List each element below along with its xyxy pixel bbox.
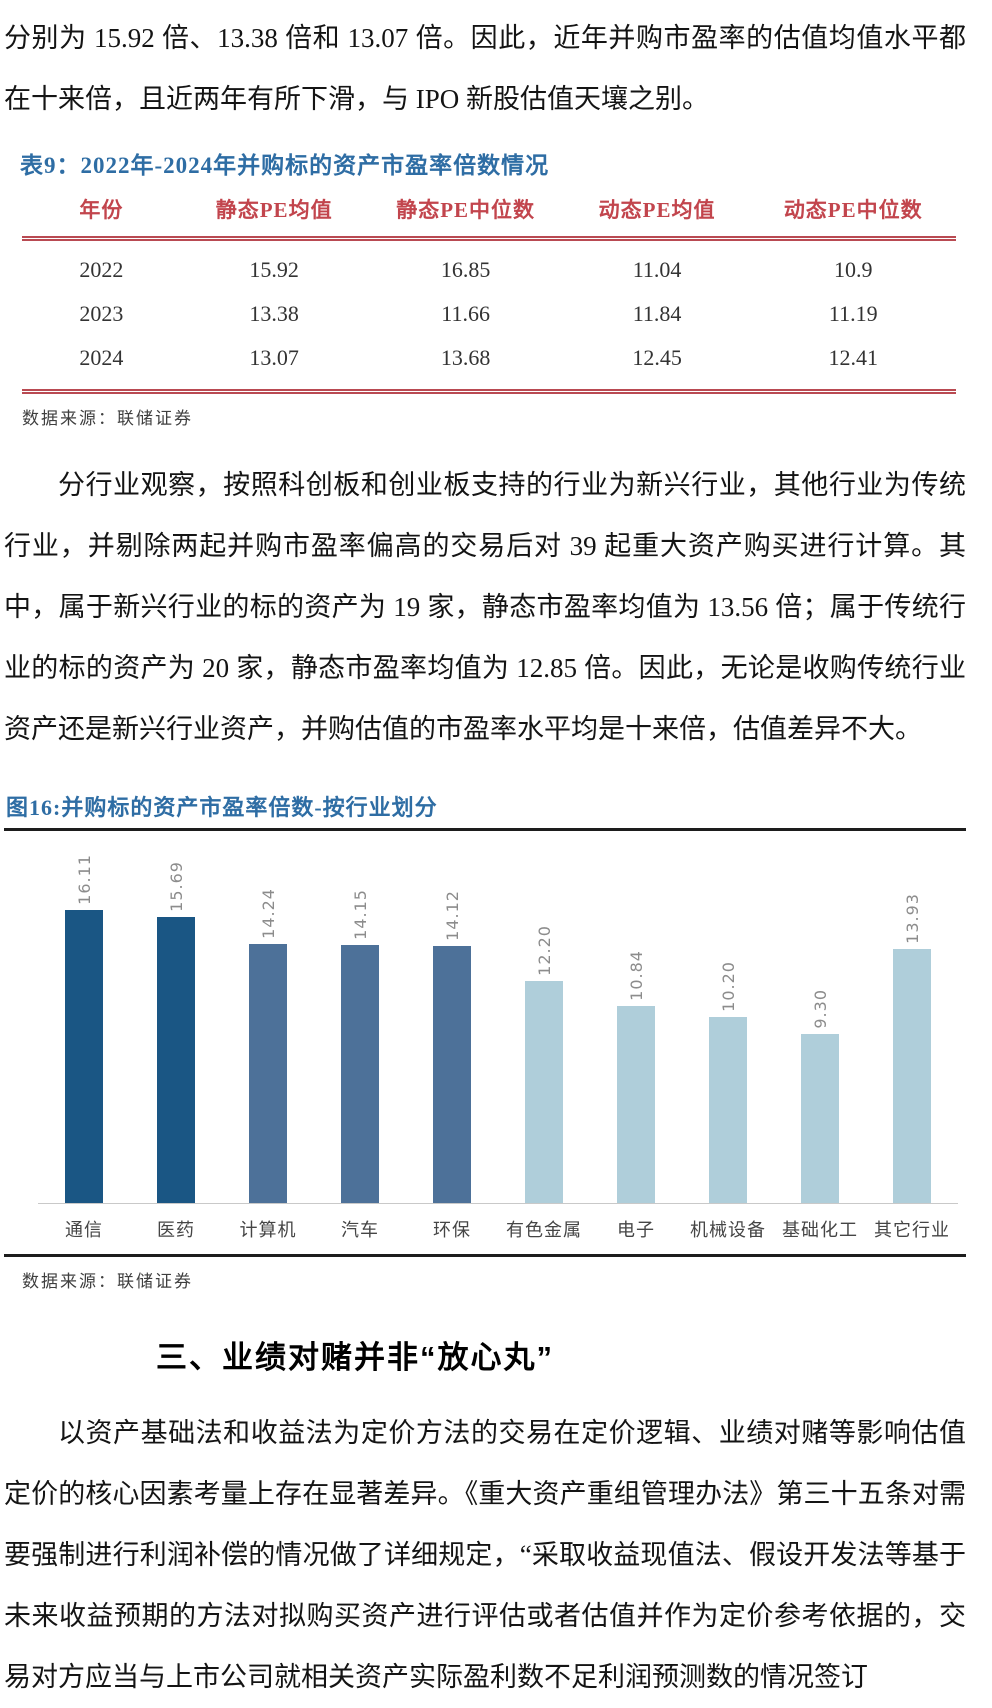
column-header: 静态PE均值 (215, 198, 333, 222)
bar (65, 910, 103, 1203)
figure-title: 图16:并购标的资产市盈率倍数-按行业划分 (6, 795, 438, 820)
bar-value-label: 14.15 (350, 889, 370, 940)
x-axis-label: 汽车 (341, 1220, 379, 1240)
bar (893, 949, 931, 1203)
x-axis-label: 电子 (617, 1220, 655, 1240)
figure-source: 数据来源：联储证券 (22, 1272, 193, 1291)
bar-group: 10.84 (590, 831, 682, 1203)
figure-top-rule (4, 828, 966, 831)
x-axis-labels: 通信 医药 计算机 汽车 环保 有色金属 电子 机械设备 基础化工 其它行业 (38, 1204, 958, 1242)
bar-group: 14.24 (222, 831, 314, 1203)
table-cell: 11.19 (828, 301, 878, 326)
figure-bottom-rule (4, 1254, 966, 1257)
table-cell: 12.41 (828, 345, 878, 370)
table-title: 表9：2022年-2024年并购标的资产市盈率倍数情况 (20, 153, 550, 178)
figure-block: 图16:并购标的资产市盈率倍数-按行业划分 16.11 15.69 14.24 14.… (4, 790, 966, 1292)
bar (433, 946, 471, 1203)
bar-value-label: 10.20 (718, 961, 738, 1012)
paragraph-industry-analysis: 分行业观察，按照科创板和创业板支持的行业为新兴行业，其他行业为传统行业，并剔除两… (4, 470, 966, 744)
bar-value-label: 13.93 (902, 893, 922, 944)
column-header: 年份 (79, 198, 124, 222)
x-axis-label: 通信 (65, 1220, 103, 1240)
column-header: 动态PE中位数 (783, 198, 923, 222)
table-cell: 13.68 (440, 345, 491, 370)
table-row: 2024 13.07 13.68 12.45 12.41 (22, 336, 956, 392)
x-axis-label: 基础化工 (782, 1220, 858, 1240)
bar-value-label: 15.69 (166, 861, 186, 912)
x-axis-label: 计算机 (239, 1220, 297, 1240)
table-block: 表9：2022年-2024年并购标的资产市盈率倍数情况 年份 静态PE均值 静态PE… (4, 146, 966, 429)
bar-value-label: 10.84 (626, 950, 646, 1001)
bar-group: 16.11 (38, 831, 130, 1203)
bar-value-label: 14.24 (258, 888, 278, 939)
table-cell: 11.04 (632, 257, 682, 282)
bar (801, 1034, 839, 1203)
table-cell: 15.92 (249, 257, 299, 282)
bar (341, 945, 379, 1203)
pe-table-body: 2022 15.92 16.85 11.04 10.9 2023 13.38 11.66 11.… (22, 239, 956, 392)
table-cell: 13.07 (249, 345, 299, 370)
x-axis-label: 环保 (433, 1220, 471, 1240)
bar-group: 14.12 (406, 831, 498, 1203)
paragraph-pe-summary: 分别为 15.92 倍、13.38 倍和 13.07 倍。因此，近年并购市盈率的… (4, 23, 966, 114)
bar-value-label: 9.30 (810, 989, 830, 1029)
bar-chart: 16.11 15.69 14.24 14.15 14.12 12.20 10.84 10.20… (38, 831, 958, 1242)
bar (157, 917, 195, 1203)
table-cell: 10.9 (833, 257, 873, 282)
table-cell: 12.45 (632, 345, 682, 370)
table-cell: 2022 (79, 257, 124, 282)
bar-value-label: 12.20 (534, 925, 554, 976)
x-axis-label: 机械设备 (690, 1220, 766, 1240)
bar (709, 1017, 747, 1203)
table-cell: 13.38 (249, 301, 299, 326)
section-heading: 三、业绩对赌并非“放心丸” (156, 1340, 554, 1375)
x-axis-label: 医药 (157, 1220, 195, 1240)
table-cell: 11.84 (632, 301, 682, 326)
bar (249, 944, 287, 1203)
bar-group: 9.30 (774, 831, 866, 1203)
bar (525, 981, 563, 1203)
table-row: 2023 13.38 11.66 11.84 11.19 (22, 292, 956, 336)
bar-value-label: 14.12 (442, 890, 462, 941)
x-axis-label: 其它行业 (874, 1220, 950, 1240)
table-row: 2022 15.92 16.85 11.04 10.9 (22, 239, 956, 293)
x-axis-label: 有色金属 (506, 1220, 582, 1240)
table-cell: 11.66 (441, 301, 490, 326)
bar-group: 13.93 (866, 831, 958, 1203)
bar-value-label: 16.11 (74, 854, 94, 905)
table-cell: 2024 (79, 345, 124, 370)
pe-multiples-table: 年份 静态PE均值 静态PE中位数 动态PE均值 动态PE中位数 2022 15.92 16… (22, 184, 956, 394)
column-header: 静态PE中位数 (396, 198, 536, 222)
bar-group: 14.15 (314, 831, 406, 1203)
column-header: 动态PE均值 (598, 198, 716, 222)
table-cell: 16.85 (440, 257, 491, 282)
bar (617, 1006, 655, 1203)
bar-plot: 16.11 15.69 14.24 14.15 14.12 12.20 10.84 10.20… (38, 831, 958, 1204)
bar-group: 10.20 (682, 831, 774, 1203)
paragraph-earnout: 以资产基础法和收益法为定价方法的交易在定价逻辑、业绩对赌等影响估值定价的核心因素… (4, 1418, 966, 1692)
bar-group: 12.20 (498, 831, 590, 1203)
table-source: 数据来源：联储证券 (22, 409, 193, 428)
bar-group: 15.69 (130, 831, 222, 1203)
pe-table-header-row: 年份 静态PE均值 静态PE中位数 动态PE均值 动态PE中位数 (22, 184, 956, 239)
table-cell: 2023 (79, 301, 124, 326)
